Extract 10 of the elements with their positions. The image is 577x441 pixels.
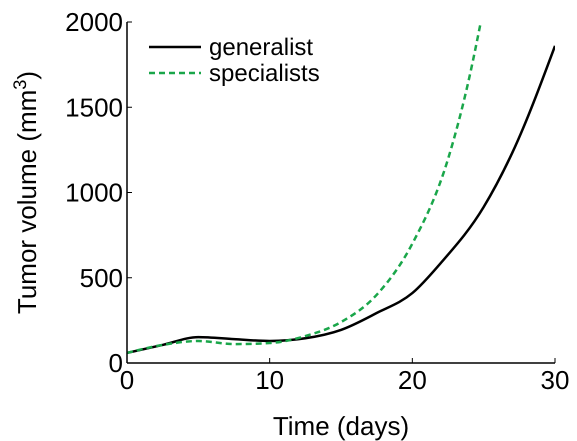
x-tick-label: 30: [540, 365, 570, 395]
y-tick-label: 1000: [65, 178, 123, 208]
y-tick-label: 500: [80, 262, 123, 293]
x-tick-label: 20: [398, 365, 427, 395]
x-tick-label: 10: [255, 365, 284, 395]
legend-label: specialists: [209, 60, 320, 87]
x-axis-title: Time (days): [272, 411, 410, 441]
legend-label: generalist: [209, 34, 314, 61]
y-tick-label: 1500: [65, 92, 123, 122]
y-tick-label: 2000: [65, 7, 123, 37]
